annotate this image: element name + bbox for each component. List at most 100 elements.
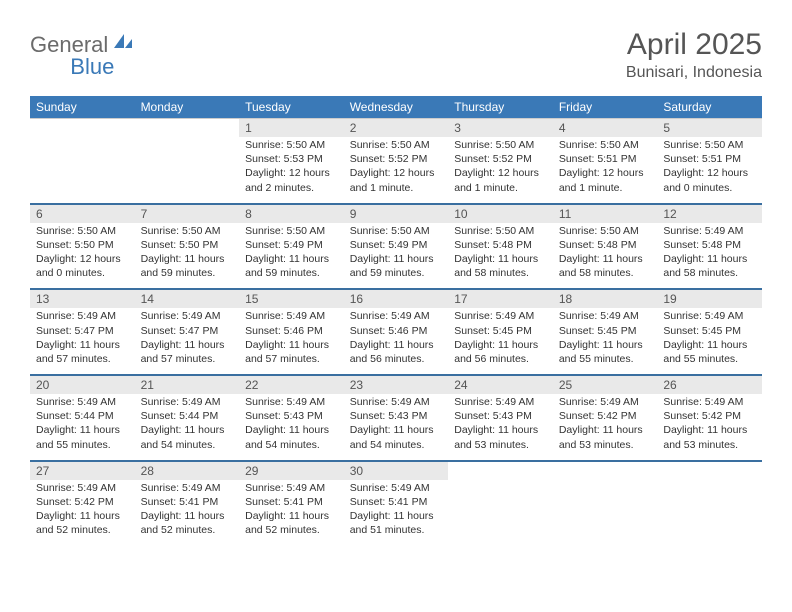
sunrise-text: Sunrise: 5:50 AM — [245, 224, 338, 238]
sunset-text: Sunset: 5:43 PM — [350, 409, 443, 423]
daylight-text: Daylight: 11 hours and 52 minutes. — [141, 509, 234, 537]
day-cell: Sunrise: 5:50 AMSunset: 5:50 PMDaylight:… — [30, 223, 135, 290]
daylight-text: Daylight: 11 hours and 57 minutes. — [36, 338, 129, 366]
daylight-text: Daylight: 12 hours and 0 minutes. — [663, 166, 756, 194]
dayhead-thu: Thursday — [448, 96, 553, 119]
day-cell: Sunrise: 5:50 AMSunset: 5:49 PMDaylight:… — [239, 223, 344, 290]
day-number — [448, 461, 553, 480]
day-cell: Sunrise: 5:49 AMSunset: 5:42 PMDaylight:… — [553, 394, 658, 461]
daylight-text: Daylight: 12 hours and 2 minutes. — [245, 166, 338, 194]
daylight-text: Daylight: 11 hours and 55 minutes. — [559, 338, 652, 366]
day-cell: Sunrise: 5:50 AMSunset: 5:52 PMDaylight:… — [344, 137, 449, 204]
content-row: Sunrise: 5:49 AM Sunset: 5:42 PM Daylight:… — [30, 480, 762, 546]
day-number: 6 — [30, 204, 135, 223]
logo-text-blue: Blue — [70, 54, 114, 80]
daynum-row: 6789101112 — [30, 204, 762, 223]
sunset-text: Sunset: 5:49 PM — [245, 238, 338, 252]
day-cell: Sunrise: 5:49 AMSunset: 5:42 PMDaylight:… — [657, 394, 762, 461]
day-number: 17 — [448, 289, 553, 308]
sunset-text: Sunset: 5:51 PM — [663, 152, 756, 166]
sunset-text: Sunset: 5:52 PM — [454, 152, 547, 166]
sunset-text: Sunset: 5:48 PM — [454, 238, 547, 252]
day-number: 27 — [30, 461, 135, 480]
day-header-row: Sunday Monday Tuesday Wednesday Thursday… — [30, 96, 762, 119]
sunrise-text: Sunrise: 5:50 AM — [559, 224, 652, 238]
sunrise-text: Sunrise: 5:49 AM — [245, 395, 338, 409]
day-cell — [135, 137, 240, 204]
day-number: 3 — [448, 119, 553, 138]
sunset-text: Sunset: 5:42 PM — [36, 495, 129, 509]
daylight-text: Daylight: 11 hours and 56 minutes. — [454, 338, 547, 366]
sunset-text: Sunset: 5:43 PM — [245, 409, 338, 423]
sunset-text: Sunset: 5:47 PM — [36, 324, 129, 338]
sunset-text: Sunset: 5:50 PM — [141, 238, 234, 252]
dayhead-mon: Monday — [135, 96, 240, 119]
day-cell — [657, 480, 762, 546]
sunrise-text: Sunrise: 5:49 AM — [245, 481, 338, 495]
daylight-text: Daylight: 11 hours and 58 minutes. — [454, 252, 547, 280]
day-cell: Sunrise: 5:49 AMSunset: 5:44 PMDaylight:… — [30, 394, 135, 461]
daylight-text: Daylight: 11 hours and 57 minutes. — [141, 338, 234, 366]
sunrise-text: Sunrise: 5:49 AM — [350, 481, 443, 495]
daylight-text: Daylight: 11 hours and 57 minutes. — [245, 338, 338, 366]
day-number: 4 — [553, 119, 658, 138]
day-number: 20 — [30, 375, 135, 394]
day-number: 9 — [344, 204, 449, 223]
day-cell — [553, 480, 658, 546]
sunrise-text: Sunrise: 5:49 AM — [559, 309, 652, 323]
day-cell: Sunrise: 5:50 AMSunset: 5:49 PMDaylight:… — [344, 223, 449, 290]
page-subtitle: Bunisari, Indonesia — [626, 64, 762, 82]
day-cell: Sunrise: 5:49 AMSunset: 5:41 PMDaylight:… — [344, 480, 449, 546]
day-number: 11 — [553, 204, 658, 223]
daylight-text: Daylight: 11 hours and 56 minutes. — [350, 338, 443, 366]
sunset-text: Sunset: 5:41 PM — [350, 495, 443, 509]
sunset-text: Sunset: 5:48 PM — [663, 238, 756, 252]
logo-sail-icon — [112, 32, 134, 55]
daylight-text: Daylight: 11 hours and 53 minutes. — [559, 423, 652, 451]
sunrise-text: Sunrise: 5:50 AM — [454, 224, 547, 238]
day-cell: Sunrise: 5:49 AMSunset: 5:43 PMDaylight:… — [239, 394, 344, 461]
sunset-text: Sunset: 5:45 PM — [559, 324, 652, 338]
day-number: 14 — [135, 289, 240, 308]
sunrise-text: Sunrise: 5:49 AM — [559, 395, 652, 409]
day-cell: Sunrise: 5:49 AMSunset: 5:44 PMDaylight:… — [135, 394, 240, 461]
sunrise-text: Sunrise: 5:50 AM — [663, 138, 756, 152]
daylight-text: Daylight: 11 hours and 53 minutes. — [454, 423, 547, 451]
daylight-text: Daylight: 11 hours and 54 minutes. — [141, 423, 234, 451]
day-number: 26 — [657, 375, 762, 394]
day-number: 16 — [344, 289, 449, 308]
day-cell: Sunrise: 5:50 AMSunset: 5:51 PMDaylight:… — [657, 137, 762, 204]
sunrise-text: Sunrise: 5:50 AM — [350, 224, 443, 238]
dayhead-sun: Sunday — [30, 96, 135, 119]
sunrise-text: Sunrise: 5:50 AM — [36, 224, 129, 238]
daylight-text: Daylight: 11 hours and 55 minutes. — [663, 338, 756, 366]
daylight-text: Daylight: 11 hours and 55 minutes. — [36, 423, 129, 451]
sunrise-text: Sunrise: 5:49 AM — [350, 309, 443, 323]
sunset-text: Sunset: 5:53 PM — [245, 152, 338, 166]
day-number: 12 — [657, 204, 762, 223]
daynum-row: 20212223242526 — [30, 375, 762, 394]
day-cell: Sunrise: 5:49 AMSunset: 5:45 PMDaylight:… — [448, 308, 553, 375]
sunset-text: Sunset: 5:49 PM — [350, 238, 443, 252]
day-cell: Sunrise: 5:49 AMSunset: 5:47 PMDaylight:… — [30, 308, 135, 375]
daylight-text: Daylight: 11 hours and 53 minutes. — [663, 423, 756, 451]
sunrise-text: Sunrise: 5:49 AM — [350, 395, 443, 409]
dayhead-wed: Wednesday — [344, 96, 449, 119]
calendar-table: Sunday Monday Tuesday Wednesday Thursday… — [30, 96, 762, 545]
day-number: 1 — [239, 119, 344, 138]
day-cell: Sunrise: 5:49 AMSunset: 5:45 PMDaylight:… — [657, 308, 762, 375]
day-cell: Sunrise: 5:49 AMSunset: 5:43 PMDaylight:… — [344, 394, 449, 461]
sunrise-text: Sunrise: 5:49 AM — [36, 395, 129, 409]
day-number: 19 — [657, 289, 762, 308]
day-cell: Sunrise: 5:49 AMSunset: 5:41 PMDaylight:… — [239, 480, 344, 546]
day-number: 18 — [553, 289, 658, 308]
day-cell: Sunrise: 5:50 AMSunset: 5:48 PMDaylight:… — [448, 223, 553, 290]
day-cell — [448, 480, 553, 546]
day-number: 24 — [448, 375, 553, 394]
content-row: Sunrise: 5:50 AMSunset: 5:50 PMDaylight:… — [30, 223, 762, 290]
sunset-text: Sunset: 5:50 PM — [36, 238, 129, 252]
sunset-text: Sunset: 5:44 PM — [141, 409, 234, 423]
day-number — [553, 461, 658, 480]
day-cell: Sunrise: 5:50 AMSunset: 5:51 PMDaylight:… — [553, 137, 658, 204]
sunrise-text: Sunrise: 5:49 AM — [36, 309, 129, 323]
